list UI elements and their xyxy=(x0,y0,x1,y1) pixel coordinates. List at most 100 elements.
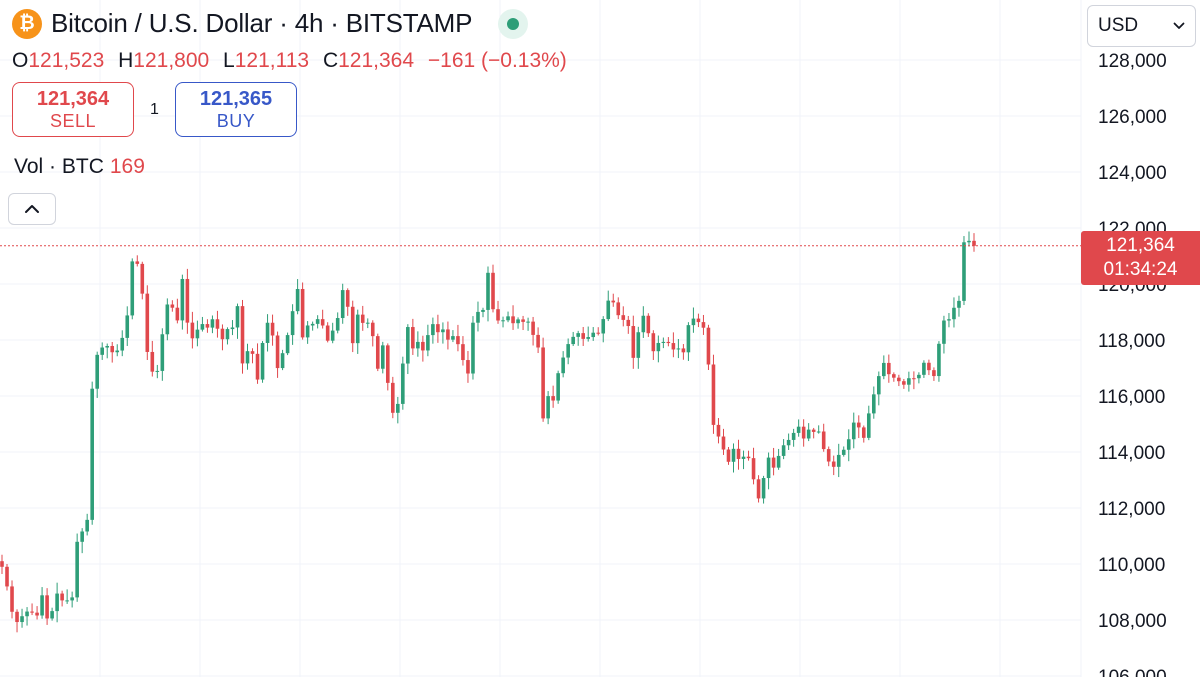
last-price-value: 121,364 xyxy=(1106,235,1175,256)
candle-body xyxy=(611,300,616,303)
candle xyxy=(385,343,390,391)
candle-body xyxy=(135,261,140,264)
candle xyxy=(170,300,175,312)
candle xyxy=(250,348,255,364)
candle-body xyxy=(5,566,9,587)
candle xyxy=(626,315,631,334)
candle-body xyxy=(0,561,4,567)
candle xyxy=(856,415,861,439)
candle xyxy=(325,322,330,343)
candle xyxy=(841,446,846,457)
price-axis-label: 106,000 xyxy=(1098,667,1167,677)
candle-body xyxy=(245,351,250,364)
candle xyxy=(360,305,365,331)
collapse-legend-button[interactable] xyxy=(8,193,56,225)
candle xyxy=(831,455,836,476)
candle-body xyxy=(285,335,290,354)
candle-body xyxy=(35,612,39,616)
bitcoin-logo-icon: ₿ xyxy=(12,8,42,39)
candle-body xyxy=(451,336,455,340)
candle-body xyxy=(431,324,435,336)
symbol-title[interactable]: Bitcoin / U.S. Dollar · 4h · BITSTAMP xyxy=(51,8,473,38)
candle-body xyxy=(831,461,836,467)
candle-body xyxy=(145,293,150,352)
candle xyxy=(95,351,99,398)
candle-body xyxy=(636,332,641,358)
candle-body xyxy=(666,341,671,344)
candle-body xyxy=(586,337,591,339)
price-axis[interactable]: 128,000126,000124,000122,000120,000118,0… xyxy=(1098,51,1167,677)
candle-body xyxy=(721,436,726,450)
candle-body xyxy=(887,362,891,375)
candle-body xyxy=(726,449,731,462)
live-status-icon xyxy=(498,8,529,39)
candle xyxy=(481,307,485,318)
candle-body xyxy=(641,315,646,333)
candle xyxy=(401,356,405,410)
candle xyxy=(887,354,891,383)
candle-body xyxy=(466,360,470,374)
candle xyxy=(50,607,54,621)
candle xyxy=(260,341,265,383)
candle-body xyxy=(350,306,355,344)
candle xyxy=(320,309,325,329)
candle-body xyxy=(621,315,626,320)
buy-label: BUY xyxy=(216,110,256,131)
candle xyxy=(556,370,560,404)
currency-select[interactable]: USD xyxy=(1087,5,1196,47)
candle-body xyxy=(160,334,165,371)
candle xyxy=(811,427,816,439)
candle-body xyxy=(270,322,275,336)
candle xyxy=(546,391,550,425)
candle-body xyxy=(20,616,24,623)
candle-body xyxy=(806,429,811,439)
candle xyxy=(476,301,480,332)
candle xyxy=(225,327,230,345)
candle xyxy=(10,580,14,619)
candle xyxy=(731,443,736,473)
candle-body xyxy=(841,449,846,455)
candle-body xyxy=(406,327,410,364)
candle xyxy=(456,324,460,352)
candle-body xyxy=(70,597,74,601)
candle-body xyxy=(305,325,310,338)
candle-body xyxy=(716,424,721,437)
price-axis-label: 126,000 xyxy=(1098,107,1167,128)
sell-label: SELL xyxy=(49,110,97,131)
candle-body xyxy=(781,445,786,456)
candle-body xyxy=(766,457,771,479)
candle-body xyxy=(130,261,135,316)
candle-body xyxy=(786,439,791,446)
candle xyxy=(30,603,34,616)
price-axis-label: 118,000 xyxy=(1098,331,1165,352)
buy-button[interactable]: 121,365 BUY xyxy=(175,82,297,137)
candle xyxy=(711,354,716,434)
low-value: 121,113 xyxy=(234,49,310,72)
candle-body xyxy=(325,325,330,341)
candle xyxy=(90,381,94,525)
candle xyxy=(521,315,525,331)
candle xyxy=(511,305,515,330)
candle-body xyxy=(821,431,826,450)
candle xyxy=(175,298,180,324)
candle xyxy=(761,475,766,504)
candle-body xyxy=(255,353,260,380)
candle-body xyxy=(741,456,746,459)
volume-legend[interactable]: Vol · BTC 169 xyxy=(14,155,145,179)
candle-body xyxy=(771,457,776,468)
candle-body xyxy=(335,318,340,331)
sell-button[interactable]: 121,364 SELL xyxy=(12,82,134,137)
candle xyxy=(441,322,445,344)
price-axis-label: 116,000 xyxy=(1098,387,1165,408)
candle-body xyxy=(791,432,796,440)
candle-body xyxy=(711,364,716,425)
candle-body xyxy=(952,307,956,320)
ohlc-legend: O121,523 H121,800 L121,113 C121,364 −161… xyxy=(12,49,575,73)
candle xyxy=(110,341,115,363)
candle-body xyxy=(370,322,375,337)
candle xyxy=(396,396,400,424)
candle xyxy=(661,337,666,349)
order-quantity[interactable]: 1 xyxy=(150,101,159,118)
candle xyxy=(5,563,9,591)
